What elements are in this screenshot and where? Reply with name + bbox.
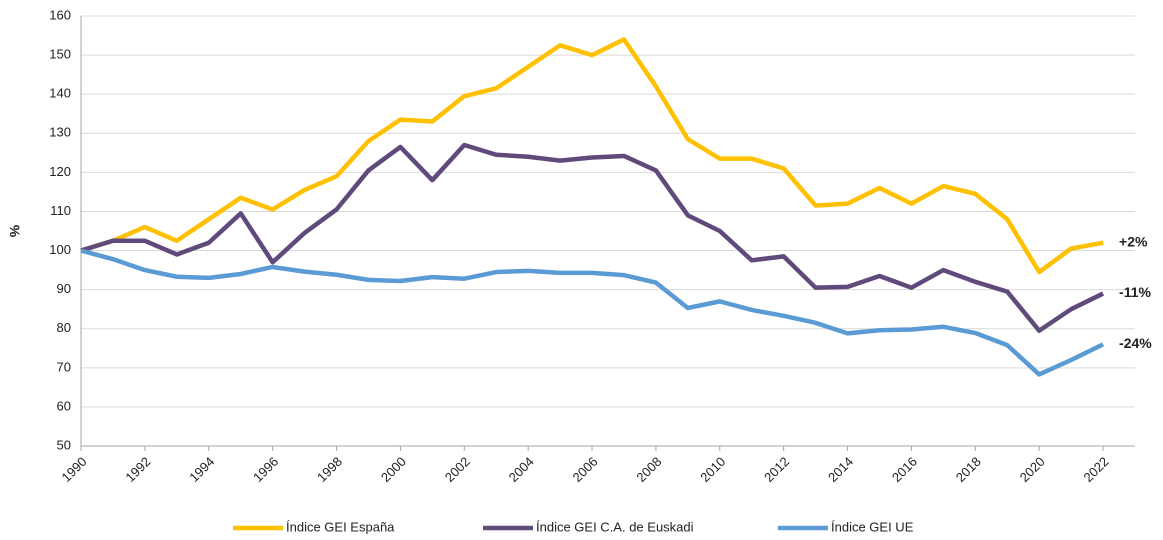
- y-tick-label: 140: [49, 86, 71, 101]
- x-tick-label: 2006: [570, 454, 601, 485]
- x-tick-label: 1992: [122, 454, 153, 485]
- y-tick-label: 50: [57, 437, 71, 452]
- y-tick-label: 80: [57, 320, 71, 335]
- end-label: -11%: [1119, 284, 1151, 300]
- y-axis-label: %: [7, 224, 23, 237]
- y-tick-label: 60: [57, 398, 71, 413]
- legend-label: Índice GEI UE: [831, 519, 914, 534]
- y-tick-label: 130: [49, 125, 71, 140]
- x-tick-label: 1990: [58, 454, 89, 485]
- x-tick-label: 2022: [1081, 454, 1112, 485]
- y-tick-label: 70: [57, 359, 71, 374]
- x-tick-label: 2016: [889, 454, 920, 485]
- x-tick-label: 2004: [506, 454, 537, 485]
- x-tick-label: 2014: [825, 454, 856, 485]
- x-tick-label: 2020: [1017, 454, 1048, 485]
- y-tick-label: 90: [57, 281, 71, 296]
- x-tick-label: 1994: [186, 454, 217, 485]
- x-tick-label: 1996: [250, 454, 281, 485]
- x-tick-label: 2010: [697, 454, 728, 485]
- x-tick-label: 2008: [633, 454, 664, 485]
- y-tick-label: 150: [49, 47, 71, 62]
- end-label: +2%: [1119, 233, 1148, 249]
- y-tick-label: 110: [50, 203, 71, 218]
- series-line: [80, 248, 1105, 377]
- x-tick-label: 2012: [761, 454, 792, 485]
- legend-label: Índice GEI España: [286, 519, 395, 534]
- y-tick-label: 100: [49, 242, 71, 257]
- legend-label: Índice GEI C.A. de Euskadi: [536, 519, 694, 534]
- x-tick-label: 2000: [378, 454, 409, 485]
- end-label: -24%: [1119, 335, 1152, 351]
- series-line: [80, 37, 1104, 275]
- y-tick-label: 120: [49, 164, 71, 179]
- x-tick-label: 2002: [442, 454, 473, 485]
- y-tick-label: 160: [49, 7, 71, 22]
- series-line: [80, 142, 1105, 333]
- x-tick-label: 1998: [314, 454, 345, 485]
- x-tick-label: 2018: [953, 454, 984, 485]
